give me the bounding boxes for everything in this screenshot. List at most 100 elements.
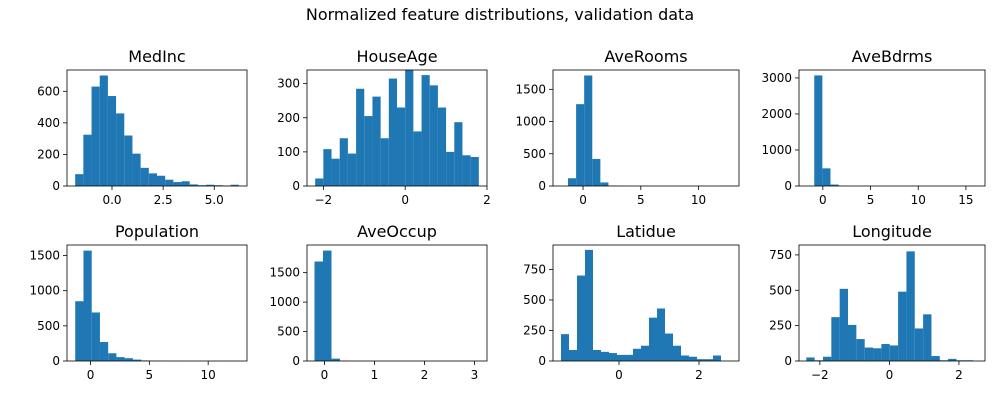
y-tick-label: 1000 xyxy=(269,295,300,309)
histogram-bar xyxy=(633,348,641,361)
histogram-bar xyxy=(446,151,455,186)
histogram-bar xyxy=(873,348,882,361)
x-tick-label: 2 xyxy=(483,193,491,207)
histogram-bar xyxy=(157,175,166,186)
histogram-bar xyxy=(181,181,190,186)
histogram-bar xyxy=(713,355,721,361)
histogram-bar xyxy=(889,345,899,361)
subplot-avebdrms: AveBdrms 0 5 10 15 0 1000 2000 3000 xyxy=(761,47,986,207)
x-tick-label: 0 xyxy=(819,193,827,207)
histogram-bar xyxy=(625,354,633,361)
x-tick-label: 2 xyxy=(695,368,703,382)
histogram-bar xyxy=(75,301,84,361)
y-tick-label: 500 xyxy=(523,147,546,161)
histogram-bar xyxy=(593,350,601,361)
histogram-bar xyxy=(470,157,479,186)
histogram-bar xyxy=(140,167,149,186)
y-tick-label: 500 xyxy=(37,319,60,333)
histogram-bar xyxy=(856,339,865,361)
subplot-title: AveOccup xyxy=(357,222,437,241)
histogram-bar xyxy=(132,359,142,361)
y-tick-label: 750 xyxy=(523,262,546,276)
x-tick-label: 0.0 xyxy=(102,193,121,207)
histogram-bar xyxy=(165,179,174,186)
histogram-bar xyxy=(314,261,323,361)
histogram-bar xyxy=(437,107,447,186)
subplot-averooms: AveRooms 0 5 10 0 500 1000 1500 xyxy=(515,47,740,207)
histogram-bar xyxy=(91,86,100,186)
x-tick-label: 5 xyxy=(146,368,154,382)
histogram-bar xyxy=(75,174,84,186)
x-tick-label: 2 xyxy=(955,368,963,382)
y-tick-label: 1000 xyxy=(29,284,60,298)
histogram-bar xyxy=(116,357,125,361)
subplot-title: Latidue xyxy=(616,222,676,241)
histogram-bar xyxy=(923,314,932,361)
histogram-bar xyxy=(948,358,957,361)
x-tick-label: 2.5 xyxy=(154,193,173,207)
subplot-title: AveRooms xyxy=(604,47,687,66)
histogram-bar xyxy=(705,359,713,361)
subplot-title: MedInc xyxy=(128,47,185,66)
histogram-bar xyxy=(429,85,438,186)
y-tick-label: 1500 xyxy=(29,249,60,263)
histogram-bar xyxy=(665,333,673,361)
histogram-bar xyxy=(577,275,585,361)
axes-frame xyxy=(798,244,986,362)
x-tick-label: 5 xyxy=(637,193,645,207)
y-tick-label: 100 xyxy=(277,145,300,159)
histogram-bar xyxy=(323,149,332,186)
histogram-bar xyxy=(906,251,915,361)
histogram-bar xyxy=(898,291,907,361)
axes-frame xyxy=(552,244,740,362)
y-tick-label: 0 xyxy=(52,354,60,368)
histogram-bar xyxy=(364,116,373,186)
histogram-bar xyxy=(339,138,348,186)
histogram-bar xyxy=(454,122,463,186)
x-tick-label: 1 xyxy=(371,368,379,382)
histogram-bar xyxy=(405,70,414,186)
subplot-title: AveBdrms xyxy=(852,47,933,66)
y-tick-label: 0 xyxy=(784,354,792,368)
histogram-bar xyxy=(806,357,815,361)
y-tick-label: 0 xyxy=(52,179,60,193)
histogram-bar xyxy=(600,182,609,186)
histogram-bar xyxy=(641,345,649,361)
y-tick-label: 600 xyxy=(37,84,60,98)
histogram-bar xyxy=(413,131,422,186)
x-tick-label: −2 xyxy=(315,193,333,207)
histogram-bar xyxy=(864,347,874,361)
histogram-bar xyxy=(99,342,109,361)
axes-frame xyxy=(306,69,488,187)
histogram-bar xyxy=(689,356,697,361)
histogram-bar xyxy=(388,78,397,186)
y-tick-label: 0 xyxy=(292,354,300,368)
histogram-bar xyxy=(814,75,823,186)
axes-frame xyxy=(552,69,740,187)
x-tick-label: 10 xyxy=(911,193,926,207)
y-tick-label: 1000 xyxy=(515,115,546,129)
axes-frame xyxy=(66,69,248,187)
histogram-bar xyxy=(206,184,215,186)
figure-title: Normalized feature distributions, valida… xyxy=(305,5,695,24)
histogram-bar xyxy=(331,358,340,361)
y-tick-label: 400 xyxy=(37,116,60,130)
histogram-bar xyxy=(649,317,657,361)
histogram-bar xyxy=(585,249,593,361)
y-tick-label: 250 xyxy=(769,319,792,333)
y-tick-label: 0 xyxy=(292,179,300,193)
histogram-bar xyxy=(116,113,125,186)
histogram-bar xyxy=(421,75,430,186)
y-tick-label: 1000 xyxy=(761,143,792,157)
y-tick-label: 0 xyxy=(538,354,546,368)
histogram-bar xyxy=(569,350,577,361)
histogram-bar xyxy=(830,184,839,186)
x-tick-label: 3 xyxy=(471,368,479,382)
x-tick-label: 0 xyxy=(886,368,894,382)
histogram-bar xyxy=(107,96,117,186)
x-tick-label: 5.0 xyxy=(205,193,224,207)
y-tick-label: 2000 xyxy=(761,107,792,121)
histogram-bar xyxy=(584,75,593,186)
histogram-bar xyxy=(91,312,100,361)
subplot-title: HouseAge xyxy=(356,47,437,66)
